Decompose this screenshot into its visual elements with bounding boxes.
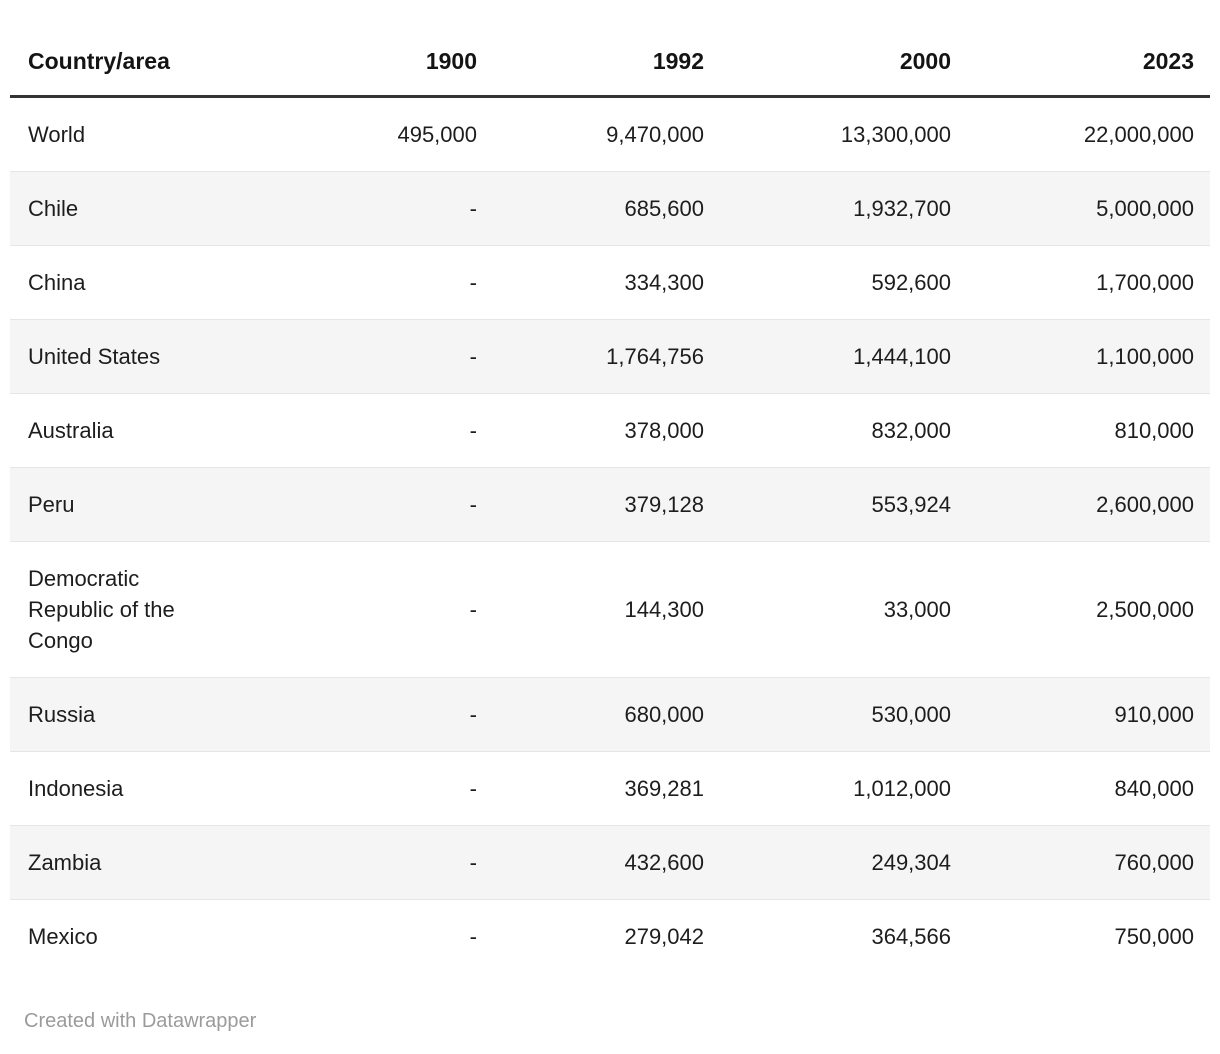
value-cell: -	[240, 319, 493, 394]
country-cell: United States	[10, 319, 240, 394]
value-cell: -	[240, 467, 493, 542]
value-cell: 379,128	[493, 467, 720, 542]
country-cell: Australia	[10, 393, 240, 468]
value-cell: 364,566	[720, 899, 967, 973]
table-row: Mexico -279,042 364,566 750,000	[10, 899, 1210, 973]
country-cell: Democratic Republic of the Congo	[10, 541, 240, 678]
value-cell: 249,304	[720, 825, 967, 900]
value-cell: 9,470,000	[606, 122, 704, 147]
table-row: Indonesia -369,281 1,012,000 840,000	[10, 751, 1210, 826]
value-cell: -	[240, 245, 493, 320]
value-cell: 680,000	[493, 677, 720, 752]
value-cell: 840,000	[967, 751, 1210, 826]
value-cell: 432,600	[493, 825, 720, 900]
country-cell: Zambia	[10, 825, 240, 900]
value-cell: 1,700,000	[967, 245, 1210, 320]
value-cell: 530,000	[720, 677, 967, 752]
value-cell: 1,764,756	[493, 319, 720, 394]
value-cell: 13,300,000	[840, 122, 951, 147]
table-row: China -334,300 592,600 1,700,000	[10, 245, 1210, 320]
header-row: Country/area 1900 1992 2000 2023	[10, 30, 1210, 98]
country-cell: Russia	[10, 677, 240, 752]
value-cell: 369,281	[493, 751, 720, 826]
value-cell: 910,000	[967, 677, 1210, 752]
table-row: Peru -379,128 553,924 2,600,000	[10, 467, 1210, 542]
value-cell: -	[240, 541, 493, 678]
value-cell: 750,000	[967, 899, 1210, 973]
header-1992: 1992	[493, 30, 720, 98]
value-cell: 2,600,000	[967, 467, 1210, 542]
value-cell: 2,500,000	[967, 541, 1210, 678]
datawrapper-attribution-link[interactable]: Created with Datawrapper	[24, 1010, 257, 1032]
header-country-area: Country/area	[10, 30, 240, 98]
header-1900: 1900	[240, 30, 493, 98]
country-cell: Peru	[10, 467, 240, 542]
value-cell: 22,000,000	[1083, 122, 1194, 147]
value-cell: -	[240, 393, 493, 468]
header-2000: 2000	[720, 30, 967, 98]
country-cell: Indonesia	[10, 751, 240, 826]
value-cell: 378,000	[493, 393, 720, 468]
data-table-container: Country/area 1900 1992 2000 2023 World 49…	[10, 30, 1210, 1033]
value-cell: 495,000	[397, 122, 477, 147]
value-cell: 553,924	[720, 467, 967, 542]
value-cell: 760,000	[967, 825, 1210, 900]
value-cell: 1,012,000	[720, 751, 967, 826]
table-row: Chile -685,600 1,932,700 5,000,000	[10, 171, 1210, 246]
value-cell: 1,100,000	[967, 319, 1210, 394]
table-row: World 495,000 9,470,000 13,300,000 22,000,00…	[10, 97, 1210, 172]
value-cell: 1,444,100	[720, 319, 967, 394]
value-cell: -	[240, 677, 493, 752]
value-cell: -	[240, 171, 493, 246]
footer: Created with Datawrapper	[24, 1010, 1210, 1033]
table-header: Country/area 1900 1992 2000 2023	[10, 30, 1210, 98]
table-row: Democratic Republic of the Congo -144,300…	[10, 541, 1210, 678]
value-cell: 144,300	[493, 541, 720, 678]
country-cell: Chile	[10, 171, 240, 246]
country-cell: Mexico	[10, 899, 240, 973]
country-cell: China	[10, 245, 240, 320]
country-cell: World	[28, 122, 86, 147]
value-cell: 5,000,000	[967, 171, 1210, 246]
header-2023: 2023	[967, 30, 1210, 98]
table-row: Australia -378,000 832,000 810,000	[10, 393, 1210, 468]
value-cell: 334,300	[493, 245, 720, 320]
value-cell: 592,600	[720, 245, 967, 320]
table-body: World 495,000 9,470,000 13,300,000 22,000,00…	[10, 97, 1210, 973]
value-cell: -	[240, 899, 493, 973]
value-cell: 810,000	[967, 393, 1210, 468]
value-cell: -	[240, 825, 493, 900]
value-cell: 1,932,700	[720, 171, 967, 246]
value-cell: 33,000	[720, 541, 967, 678]
value-cell: 685,600	[493, 171, 720, 246]
table-row: Zambia -432,600 249,304 760,000	[10, 825, 1210, 900]
value-cell: 832,000	[720, 393, 967, 468]
value-cell: -	[240, 751, 493, 826]
table-row: United States -1,764,756 1,444,100 1,100,00…	[10, 319, 1210, 394]
value-cell: 279,042	[493, 899, 720, 973]
table-row: Russia -680,000 530,000 910,000	[10, 677, 1210, 752]
data-table: Country/area 1900 1992 2000 2023 World 49…	[10, 30, 1210, 973]
